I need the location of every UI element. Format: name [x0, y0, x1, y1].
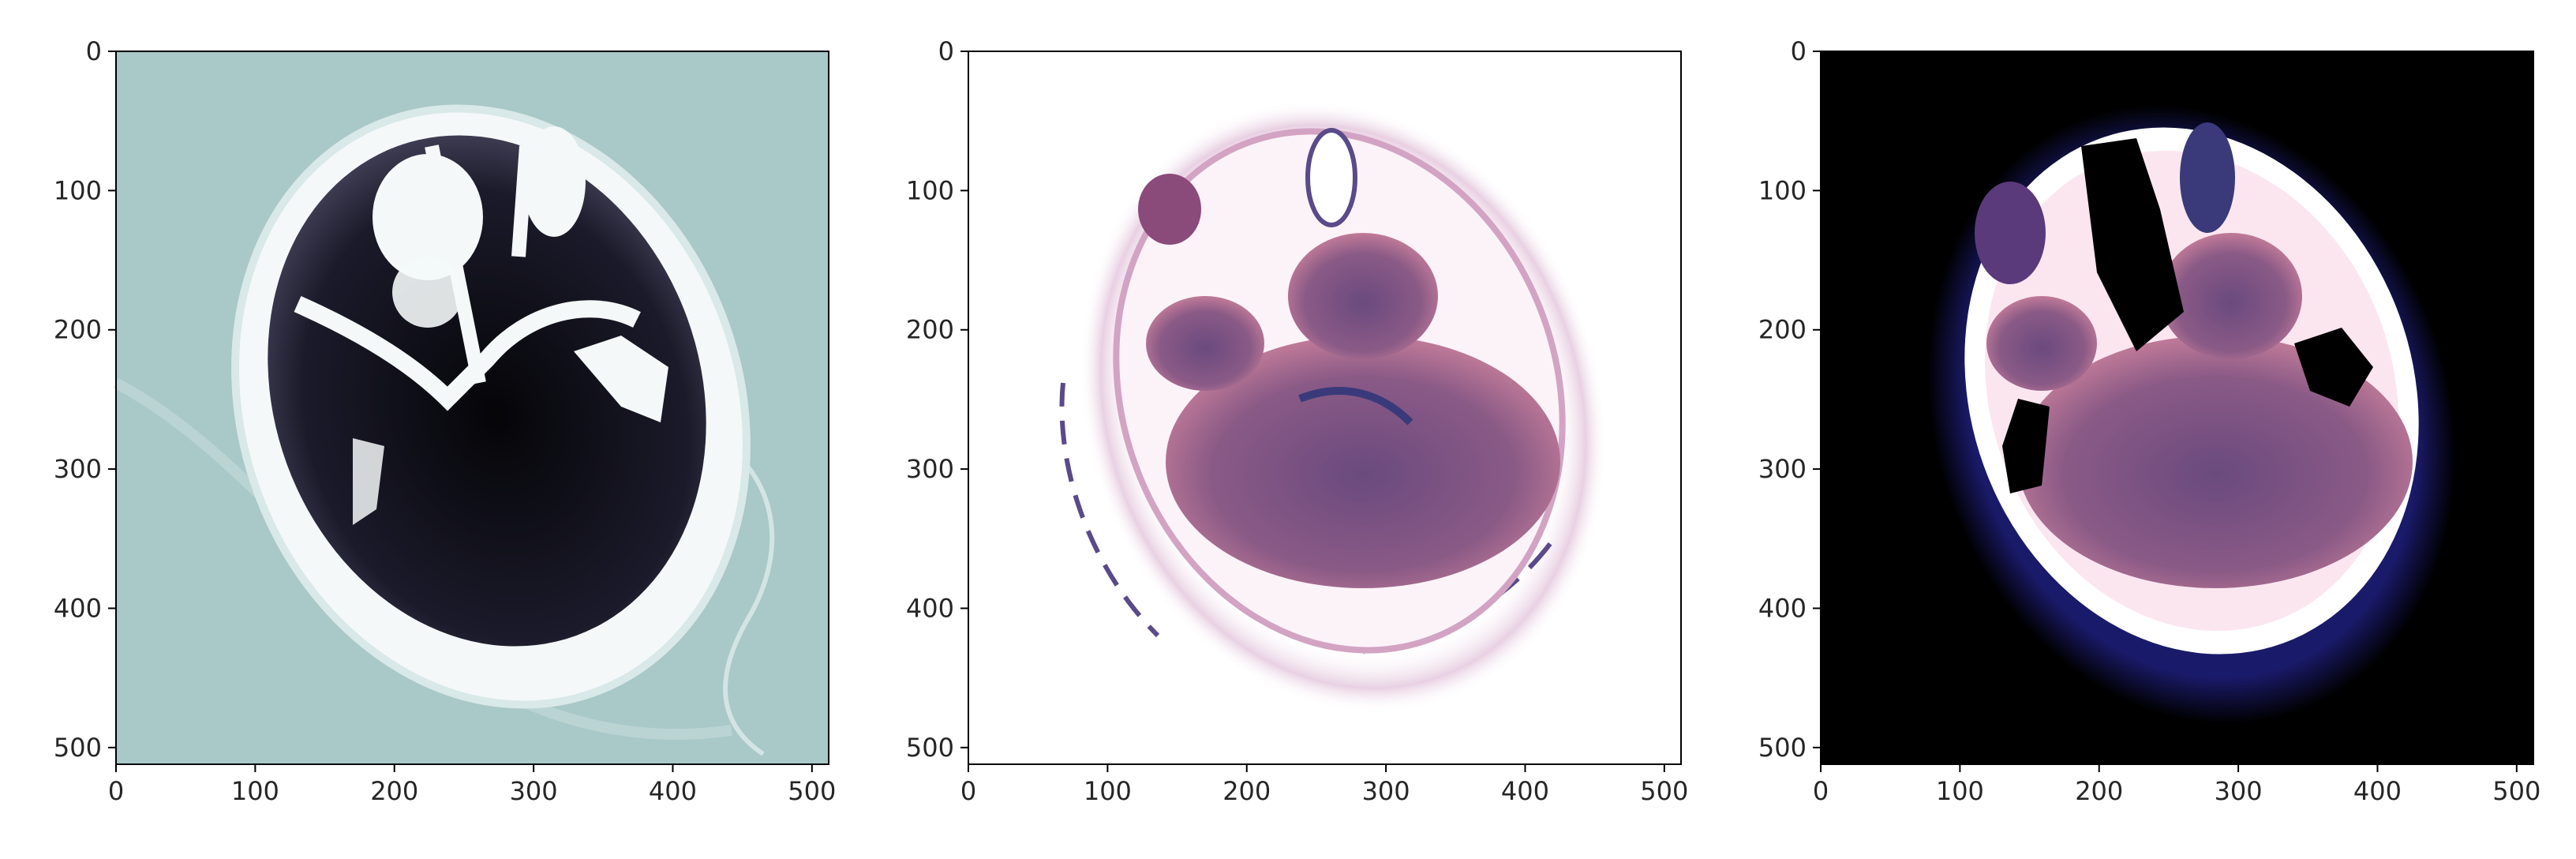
- y-tick-label: 400: [906, 593, 954, 623]
- panel-1-orbit: [392, 257, 463, 328]
- y-tick-label: 100: [54, 175, 102, 205]
- panel-2: [968, 51, 1681, 764]
- panel-1-bright-patch: [353, 438, 384, 525]
- panel-3-temporal-lobe: [1986, 296, 2097, 391]
- panel-3: [1821, 51, 2533, 764]
- panel-1-sinus: [373, 154, 483, 280]
- panel-2-temporal-lobe: [1146, 296, 1264, 391]
- panel-2-sinus: [1305, 128, 1357, 227]
- x-tick-label: 400: [649, 776, 697, 806]
- y-tick-label: 400: [54, 593, 102, 623]
- y-tick-label: 0: [938, 36, 954, 66]
- x-tick-label: 500: [1640, 776, 1688, 806]
- panel-1-sinus: [522, 126, 586, 237]
- y-tick-label: 0: [86, 36, 102, 66]
- x-tick-label: 0: [1813, 776, 1829, 806]
- y-tick-label: 200: [54, 315, 102, 345]
- x-tick-label: 500: [2492, 776, 2540, 806]
- y-tick-label: 300: [54, 454, 102, 484]
- x-tick-label: 200: [370, 776, 418, 806]
- panel-1-axes-frame: [115, 51, 829, 765]
- panel-3-air-cavity: [2002, 399, 2050, 493]
- x-tick-label: 0: [108, 776, 124, 806]
- x-tick-label: 200: [2075, 776, 2123, 806]
- y-tick-label: 300: [1758, 454, 1807, 484]
- y-tick-label: 0: [1791, 36, 1807, 66]
- x-tick-label: 100: [231, 776, 279, 806]
- panel-3-air-cavity: [2081, 138, 2184, 351]
- panel-2-axes-frame: [968, 51, 1682, 765]
- panel-3-sinus: [2180, 122, 2235, 233]
- panel-3-cerebellum: [2018, 336, 2413, 588]
- panel-3-temporal-lobe: [2160, 233, 2302, 359]
- panel-1-brain: [268, 135, 706, 647]
- panel-3-air-cavity: [2294, 328, 2373, 407]
- x-tick-label: 0: [960, 776, 976, 806]
- y-tick-label: 500: [906, 733, 954, 763]
- panel-2-brainstem: [1298, 387, 1413, 426]
- x-tick-label: 300: [1362, 776, 1410, 806]
- panel-1-bright-patch: [574, 336, 668, 422]
- x-tick-label: 100: [1084, 776, 1132, 806]
- y-tick-label: 300: [906, 454, 954, 484]
- panel-1-bone-ridge: [294, 295, 641, 411]
- panel-1-skull-edge: [231, 104, 751, 709]
- x-tick-label: 500: [788, 776, 836, 806]
- y-tick-label: 400: [1758, 593, 1807, 623]
- x-tick-label: 400: [1501, 776, 1549, 806]
- panel-2-scalp-fragment: [1059, 382, 1160, 638]
- panel-1: [113, 51, 829, 764]
- x-tick-label: 300: [2215, 776, 2263, 806]
- y-tick-label: 500: [1758, 733, 1807, 763]
- x-tick-label: 400: [2353, 776, 2402, 806]
- y-tick-label: 200: [1758, 315, 1807, 345]
- y-tick-label: 100: [1758, 175, 1807, 205]
- x-tick-label: 200: [1222, 776, 1271, 806]
- y-tick-label: 100: [906, 175, 954, 205]
- y-tick-label: 500: [54, 733, 102, 763]
- y-tick-label: 200: [906, 315, 954, 345]
- x-tick-label: 300: [510, 776, 558, 806]
- panel-3-orbit: [1975, 182, 2046, 284]
- panel-3-axes-frame: [1820, 51, 2534, 765]
- panel-2-orbit: [1138, 174, 1201, 245]
- panel-2-temporal-lobe: [1288, 233, 1438, 359]
- panel-2-cerebellum: [1166, 336, 1560, 588]
- x-tick-label: 100: [1936, 776, 1984, 806]
